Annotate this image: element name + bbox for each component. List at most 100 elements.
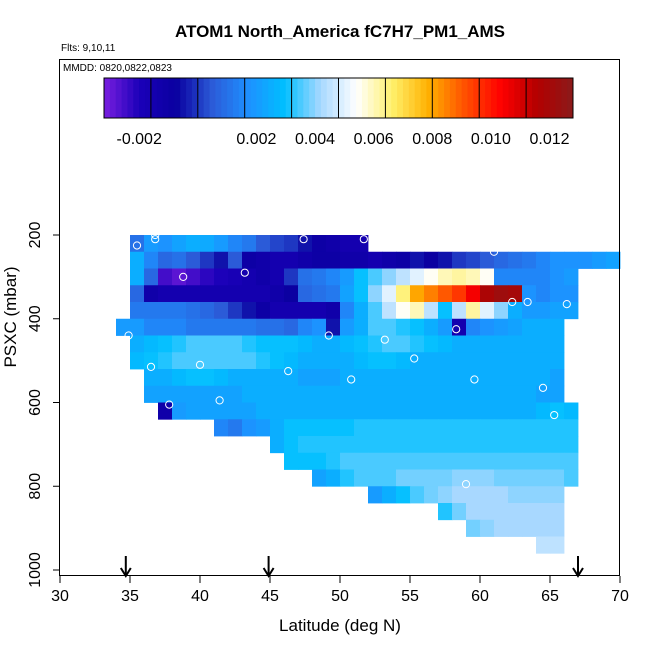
heatmap-cell (494, 419, 509, 437)
heatmap-cell (270, 235, 285, 253)
colorbar-swatch (197, 78, 205, 118)
heatmap-cell (130, 285, 145, 303)
colorbar-swatch (168, 78, 175, 118)
heatmap-cell (340, 318, 355, 336)
x-tick-label: 30 (51, 588, 69, 605)
colorbar-swatch (104, 78, 111, 118)
heatmap-cell (256, 318, 271, 336)
heatmap-cell (550, 452, 565, 470)
heatmap-cell (242, 385, 257, 403)
heatmap-cell (508, 452, 523, 470)
heatmap-cell (592, 251, 607, 269)
colorbar-swatch (385, 78, 392, 118)
heatmap-cell (494, 268, 509, 286)
heatmap-cell (578, 251, 593, 269)
heatmap-cell (312, 436, 327, 454)
heatmap-cell (466, 369, 481, 387)
heatmap-cell (438, 469, 453, 487)
heatmap-cell (536, 536, 551, 554)
heatmap-cell (242, 419, 257, 437)
colorbar-swatch (537, 78, 545, 118)
heatmap-cell (228, 419, 243, 437)
colorbar-swatch (567, 78, 574, 118)
heatmap-cell (480, 402, 495, 420)
heatmap-cell (298, 385, 313, 403)
heatmap-cell (172, 402, 187, 420)
heatmap-cell (242, 369, 257, 387)
heatmap-cell (326, 251, 341, 269)
sample-point (146, 362, 156, 372)
heatmap-cell (550, 302, 565, 320)
heatmap-cell (312, 385, 327, 403)
heatmap-cell (424, 385, 439, 403)
heatmap-cell (144, 251, 159, 269)
heatmap-cell (424, 369, 439, 387)
heatmap-cell (508, 402, 523, 420)
heatmap-cell (424, 469, 439, 487)
sample-point (431, 241, 440, 250)
heatmap-cell (326, 235, 341, 253)
flights-label: Flts: 9,10,11 (61, 43, 116, 54)
heatmap-cell (158, 302, 173, 320)
heatmap-cell (396, 318, 411, 336)
sample-point (359, 235, 368, 244)
heatmap-cell (550, 385, 565, 403)
heatmap-cell (354, 251, 369, 269)
heatmap-cell (522, 369, 537, 387)
heatmap-cell (158, 318, 173, 336)
heatmap-cell (536, 352, 551, 370)
colorbar: -0.002 0.002 0.004 0.006 0.008 0.010 0.012 (103, 77, 574, 148)
colorbar-swatch (326, 78, 334, 118)
heatmap-cell (508, 436, 523, 454)
heatmap-cell (438, 352, 453, 370)
colorbar-swatch (444, 78, 451, 118)
heatmap-cell (522, 251, 537, 269)
heatmap-cell (564, 402, 579, 420)
heatmap-cell (606, 251, 621, 269)
heatmap-cell (564, 436, 579, 454)
heatmap-cell (494, 285, 509, 303)
heatmap-cell (354, 469, 369, 487)
heatmap-cell (396, 369, 411, 387)
heatmap-cell (256, 235, 271, 253)
heatmap-cell (410, 285, 425, 303)
heatmap-cell (424, 419, 439, 437)
heatmap-cell (522, 335, 537, 353)
x-axis-label: Latitude (deg N) (279, 616, 401, 635)
heatmap-cell (284, 352, 299, 370)
heatmap-cell (284, 285, 299, 303)
colorbar-swatch (133, 78, 140, 118)
heatmap-cell (452, 486, 467, 504)
heatmap-cell (158, 285, 173, 303)
colorbar-swatch (367, 78, 375, 118)
heatmap-cell (452, 503, 467, 521)
axes: 30 35 40 45 50 55 60 65 70 200 400 600 800 1000 (27, 222, 629, 605)
heatmap-cell (340, 385, 355, 403)
heatmap-cell (452, 452, 467, 470)
x-tick-label: 65 (541, 588, 559, 605)
heatmap-cell (396, 352, 411, 370)
heatmap-cell (130, 318, 145, 336)
flight-markers (119, 556, 584, 578)
heatmap-cell (144, 318, 159, 336)
heatmap-cell (172, 235, 187, 253)
heatmap-cell (298, 436, 313, 454)
heatmap-cell (396, 385, 411, 403)
heatmap-cell (550, 369, 565, 387)
heatmap-cell (424, 318, 439, 336)
heatmap-cell (214, 268, 229, 286)
heatmap-cell (494, 251, 509, 269)
heatmap-cell (354, 302, 369, 320)
heatmap-cell (410, 251, 425, 269)
heatmap-cell (480, 285, 495, 303)
heatmap-cell (214, 402, 229, 420)
heatmap-cell (158, 235, 173, 253)
sample-point (124, 331, 133, 340)
colorbar-swatch (461, 78, 468, 118)
heatmap-cell (326, 352, 341, 370)
sample-point (240, 268, 249, 277)
heatmap-cell (494, 318, 509, 336)
colorbar-tick-label: 0.004 (295, 131, 335, 148)
heatmap-cell (284, 452, 299, 470)
heatmap-cell (466, 285, 481, 303)
